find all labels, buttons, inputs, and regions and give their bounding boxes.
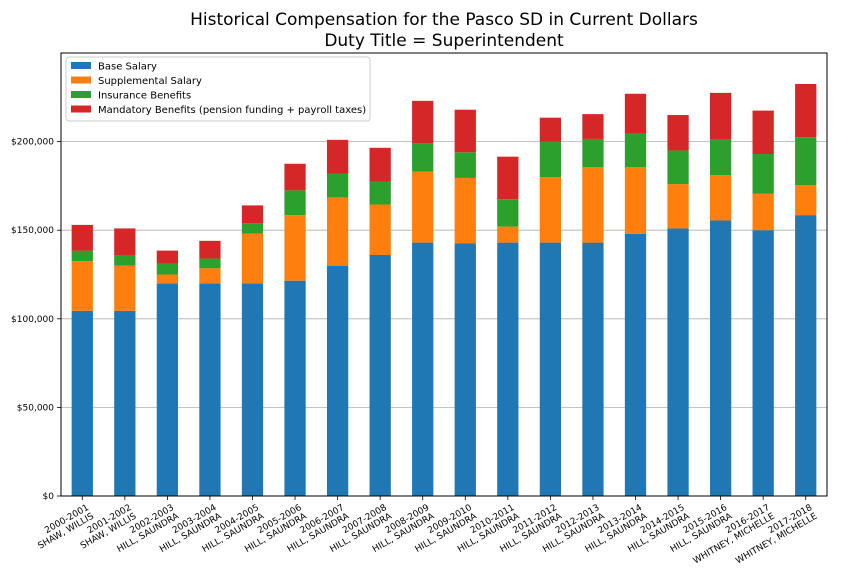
bar-segment bbox=[326, 139, 349, 174]
bar-segment bbox=[624, 167, 647, 234]
bar-segment bbox=[412, 143, 434, 172]
bar-segment bbox=[795, 84, 817, 138]
y-tick-label: $0 bbox=[43, 492, 55, 502]
bar-segment bbox=[241, 233, 264, 284]
chart-subtitle: Duty Title = Superintendent bbox=[324, 31, 564, 51]
bar-segment bbox=[795, 137, 817, 186]
bar-segment bbox=[752, 230, 774, 496]
legend-label: Insurance Benefits bbox=[98, 91, 191, 102]
bar-segment bbox=[71, 224, 93, 251]
legend-swatch bbox=[71, 62, 91, 69]
bar-segment bbox=[241, 223, 264, 234]
bar-segment bbox=[709, 175, 732, 221]
bar-segment bbox=[497, 199, 519, 227]
bar-segment bbox=[454, 177, 476, 244]
bar-segment bbox=[156, 274, 179, 284]
bar-segment bbox=[497, 242, 519, 496]
legend-swatch bbox=[71, 76, 91, 84]
bar-segment bbox=[709, 220, 732, 497]
bar-segment bbox=[667, 228, 689, 497]
y-tick-label: $150,000 bbox=[11, 226, 54, 236]
bar-segment bbox=[667, 150, 689, 185]
legend-label: Base Salary bbox=[98, 62, 157, 73]
y-tick-label: $200,000 bbox=[11, 138, 54, 148]
legend-box bbox=[65, 56, 371, 122]
bar-segment bbox=[624, 233, 647, 496]
plot-frame bbox=[60, 52, 828, 497]
bar-segment bbox=[156, 283, 179, 496]
bars bbox=[71, 84, 817, 497]
bar-segment bbox=[199, 240, 221, 259]
bar-segment bbox=[582, 138, 604, 168]
bar-segment bbox=[539, 177, 562, 243]
bar-segment bbox=[284, 215, 306, 281]
bar-segment bbox=[752, 154, 774, 194]
bar-segment bbox=[582, 167, 604, 243]
y-axis: $0 $50,000 $100,000 $150,000 $200,000 bbox=[11, 138, 61, 502]
bar-segment bbox=[326, 173, 349, 198]
chart-title: Historical Compensation for the Pasco SD… bbox=[190, 10, 698, 30]
bar-segment bbox=[199, 268, 221, 284]
bar-segment bbox=[709, 92, 732, 140]
bar-segment bbox=[752, 110, 774, 155]
bar-segment bbox=[284, 163, 306, 191]
bar-segment bbox=[71, 250, 93, 262]
bar-segment bbox=[369, 255, 391, 496]
bar-segment bbox=[199, 283, 221, 496]
y-tick-label: $50,000 bbox=[17, 403, 54, 413]
bar-segment bbox=[241, 205, 264, 224]
bar-segment bbox=[114, 255, 136, 266]
bar-segment bbox=[412, 171, 434, 243]
bar-segment bbox=[752, 193, 774, 231]
bar-segment bbox=[114, 310, 136, 496]
bar-segment bbox=[795, 215, 817, 496]
bar-segment bbox=[709, 139, 732, 176]
legend-label: Mandatory Benefits (pension funding + pa… bbox=[98, 105, 366, 116]
bar-segment bbox=[795, 185, 817, 216]
legend-label: Supplemental Salary bbox=[98, 76, 202, 87]
bar-segment bbox=[582, 242, 604, 496]
bar-segment bbox=[114, 265, 136, 311]
bar-segment bbox=[156, 250, 179, 264]
bar-segment bbox=[539, 117, 562, 142]
bar-segment bbox=[412, 242, 434, 496]
bar-segment bbox=[326, 197, 349, 266]
bar-segment bbox=[326, 265, 349, 496]
y-tick-label: $100,000 bbox=[11, 315, 54, 325]
bar-segment bbox=[71, 310, 93, 496]
bar-segment bbox=[71, 261, 93, 311]
bar-segment bbox=[454, 243, 476, 496]
bar-segment bbox=[241, 283, 264, 496]
bar-segment bbox=[667, 184, 689, 229]
bar-segment bbox=[667, 115, 689, 151]
bar-segment bbox=[114, 228, 136, 256]
bar-segment bbox=[497, 226, 519, 243]
legend-swatch bbox=[71, 105, 91, 113]
bar-segment bbox=[369, 147, 391, 182]
legend-swatch bbox=[71, 91, 91, 98]
bar-segment bbox=[284, 280, 306, 496]
bar-segment bbox=[497, 156, 519, 200]
legend: Base Salary Supplemental Salary Insurance … bbox=[65, 56, 371, 122]
bar-segment bbox=[582, 114, 604, 139]
bar-segment bbox=[624, 93, 647, 134]
bar-segment bbox=[539, 141, 562, 178]
bar-segment bbox=[539, 242, 562, 496]
bar-segment bbox=[454, 152, 476, 178]
bar-segment bbox=[454, 109, 476, 153]
bar-segment bbox=[624, 133, 647, 168]
bar-segment bbox=[412, 100, 434, 144]
bar-segment bbox=[156, 263, 179, 275]
bar-segment bbox=[369, 181, 391, 205]
bar-segment bbox=[199, 258, 221, 269]
bar-segment bbox=[284, 190, 306, 216]
bar-segment bbox=[369, 204, 391, 256]
